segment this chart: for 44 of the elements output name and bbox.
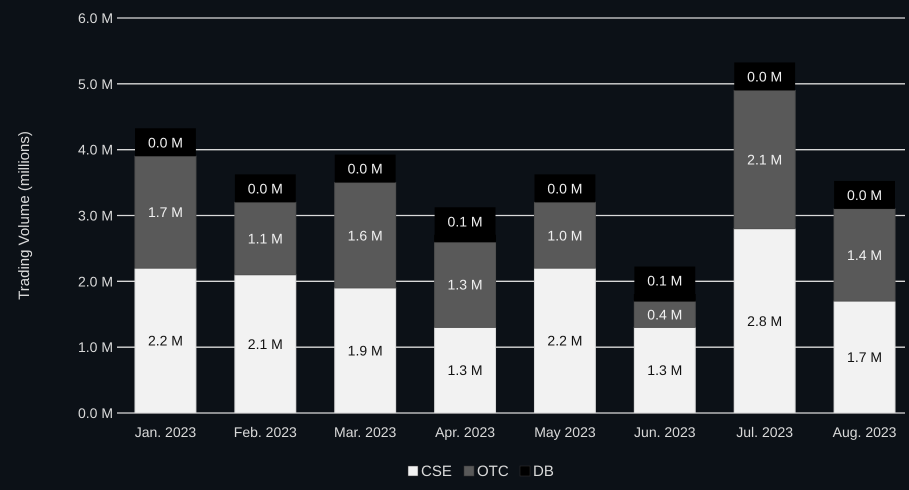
- y-tick-label: 1.0 M: [78, 339, 113, 356]
- y-tick-label: 0.0 M: [78, 405, 113, 421]
- data-label: 0.1 M: [448, 213, 483, 230]
- x-tick-label: May 2023: [534, 424, 596, 440]
- bar: [434, 241, 496, 328]
- y-tick-label: 6.0 M: [78, 10, 113, 26]
- data-label: 2.1 M: [248, 336, 283, 352]
- data-label: 0.0 M: [547, 180, 582, 196]
- y-tick-label: 4.0 M: [78, 142, 113, 158]
- data-label: 2.8 M: [747, 312, 782, 329]
- data-label: 1.3 M: [448, 276, 483, 293]
- y-axis-title: Trading Volume (millions): [16, 131, 33, 300]
- x-tick-label: Jun. 2023: [634, 424, 696, 440]
- data-label: 0.0 M: [747, 68, 782, 84]
- data-label: 1.7 M: [847, 349, 882, 366]
- data-label: 2.2 M: [148, 332, 183, 349]
- x-tick-label: Aug. 2023: [832, 424, 897, 440]
- x-tick-label: Mar. 2023: [334, 424, 397, 440]
- data-label: 1.3 M: [647, 362, 682, 378]
- y-tick-label: 2.0 M: [78, 273, 113, 290]
- data-label: 0.1 M: [647, 272, 682, 288]
- data-label: 0.4 M: [647, 306, 682, 322]
- x-tick-label: Apr. 2023: [435, 424, 496, 440]
- data-label: 1.0 M: [547, 227, 582, 244]
- x-tick-label: Jul. 2023: [736, 424, 794, 440]
- data-label: 1.9 M: [348, 342, 383, 358]
- y-tick-label: 5.0 M: [78, 76, 113, 92]
- x-tick-label: Jan. 2023: [134, 424, 196, 440]
- data-label: 0.0 M: [348, 160, 383, 177]
- data-label: 1.4 M: [847, 247, 882, 263]
- x-tick-label: Feb. 2023: [234, 424, 298, 440]
- data-label: 1.7 M: [148, 204, 183, 220]
- data-label: 1.6 M: [348, 227, 383, 244]
- y-tick-label: 3.0 M: [78, 208, 113, 224]
- data-label: 2.2 M: [547, 332, 582, 349]
- legend-label: OTC: [477, 463, 509, 480]
- data-label: 2.1 M: [747, 152, 782, 168]
- data-label: 0.0 M: [148, 134, 183, 150]
- legend-label: CSE: [421, 463, 452, 480]
- data-label: 0.0 M: [847, 186, 882, 203]
- legend-label: DB: [533, 463, 554, 480]
- data-label: 1.1 M: [248, 230, 283, 247]
- data-label: 0.0 M: [248, 180, 283, 196]
- data-label: 1.3 M: [448, 362, 483, 378]
